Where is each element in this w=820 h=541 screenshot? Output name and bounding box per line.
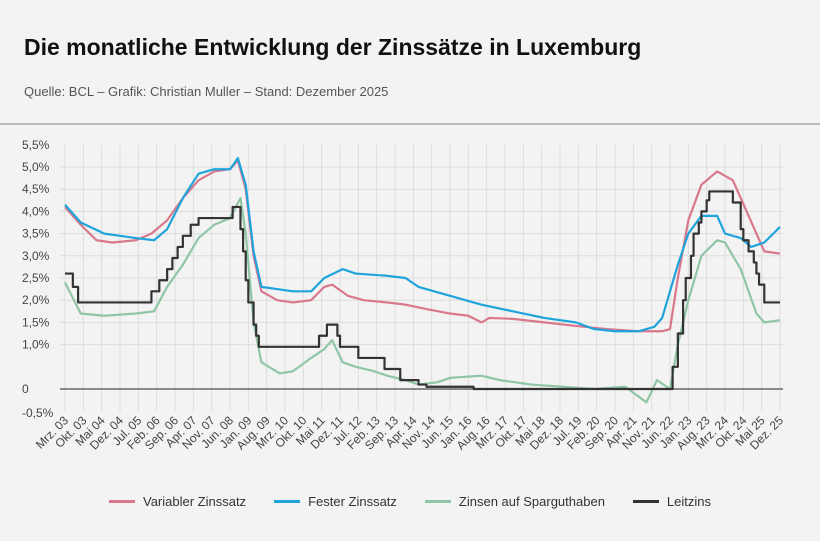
- series-line-variabler-zinssatz: [64, 159, 781, 333]
- legend-swatch: [274, 500, 301, 503]
- legend-item: Zinsen auf Sparguthaben: [424, 494, 605, 509]
- legend-label: Zinsen auf Sparguthaben: [458, 494, 605, 509]
- y-tick-label: 4,5%: [22, 182, 50, 196]
- series-line-zinsen-auf-sparguthaben: [64, 196, 781, 404]
- y-tick-label: 1,5%: [22, 315, 50, 329]
- legend-swatch: [108, 500, 135, 503]
- series-line-fester-zinssatz: [64, 157, 781, 333]
- y-tick-label: 1,0%: [22, 338, 50, 352]
- legend-swatch: [424, 500, 451, 503]
- divider: [0, 123, 820, 125]
- legend-label: Variabler Zinssatz: [142, 494, 247, 509]
- legend-item: Variabler Zinssatz: [108, 494, 247, 509]
- legend: Variabler Zinssatz Fester Zinssatz Zinsen …: [0, 494, 820, 509]
- legend-label: Fester Zinssatz: [308, 494, 397, 509]
- legend-item: Fester Zinssatz: [274, 494, 397, 509]
- y-tick-label: 5,5%: [22, 138, 50, 152]
- legend-item: Leitzins: [632, 494, 711, 509]
- y-tick-label: 4,0%: [22, 204, 50, 218]
- y-tick-label: -0,5%: [22, 406, 54, 420]
- series-line-leitzins: [65, 190, 780, 391]
- y-tick-label: 3,5%: [22, 227, 50, 241]
- chart-subtitle: Quelle: BCL – Grafik: Christian Muller –…: [24, 84, 389, 99]
- y-tick-label: 2,5%: [22, 271, 50, 285]
- legend-label: Leitzins: [666, 494, 711, 509]
- y-tick-label: 3,0%: [22, 249, 50, 263]
- legend-swatch: [632, 500, 659, 503]
- chart-title: Die monatliche Entwicklung der Zinssätze…: [24, 34, 642, 60]
- y-tick-label: 0: [22, 382, 29, 396]
- y-tick-label: 2,0%: [22, 293, 50, 307]
- y-tick-label: 5,0%: [22, 160, 50, 174]
